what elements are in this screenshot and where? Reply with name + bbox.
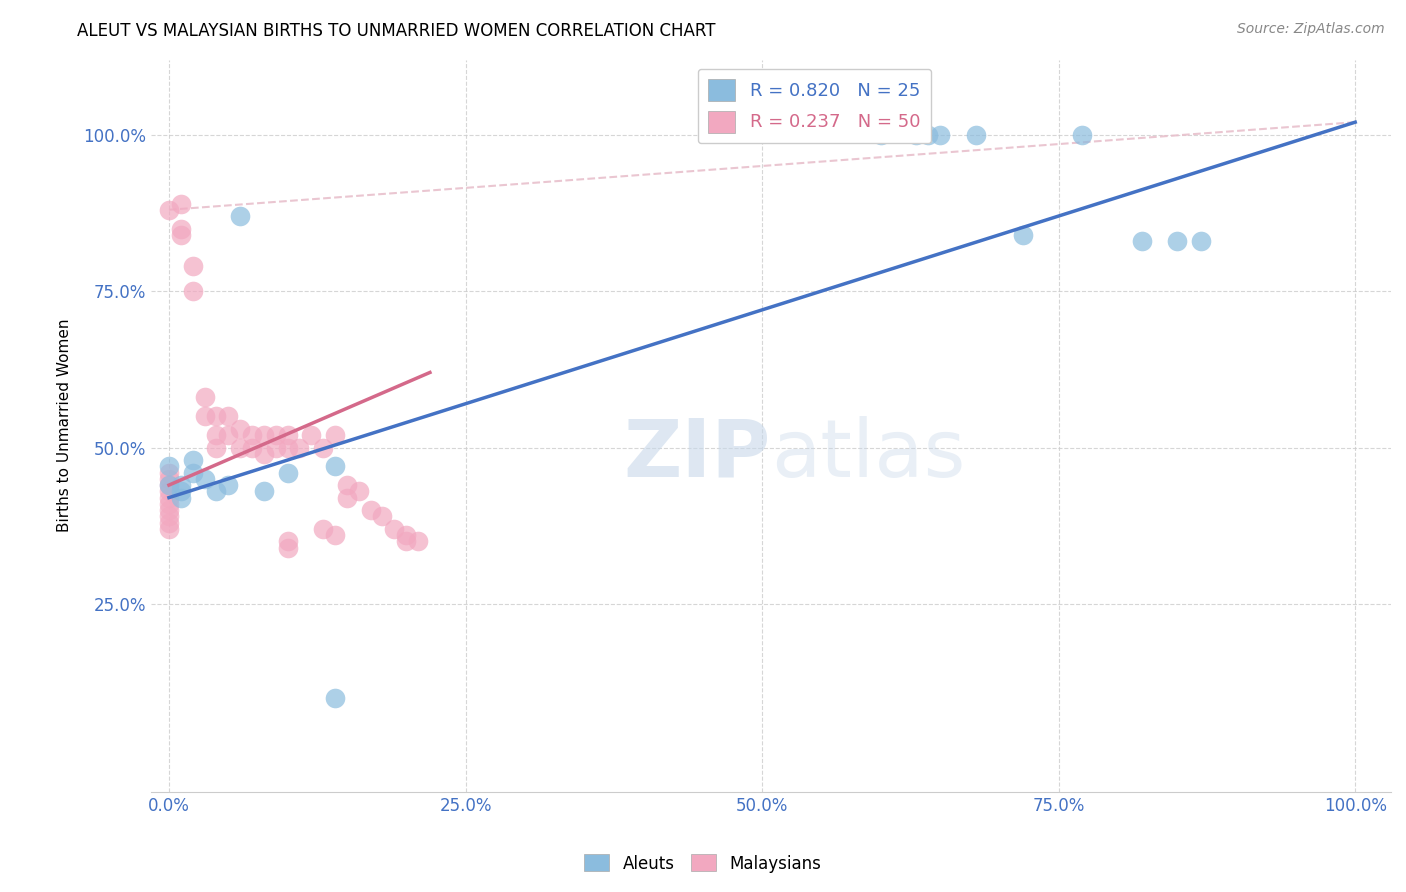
Point xyxy=(229,441,252,455)
Point xyxy=(253,484,276,499)
Point xyxy=(181,259,204,273)
Point xyxy=(157,472,180,486)
Point xyxy=(170,478,193,492)
Point xyxy=(181,466,204,480)
Point xyxy=(382,522,405,536)
Point xyxy=(157,466,180,480)
Point xyxy=(157,503,180,517)
Text: ALEUT VS MALAYSIAN BIRTHS TO UNMARRIED WOMEN CORRELATION CHART: ALEUT VS MALAYSIAN BIRTHS TO UNMARRIED W… xyxy=(77,22,716,40)
Point xyxy=(929,128,952,142)
Point xyxy=(205,409,228,424)
Point xyxy=(264,428,287,442)
Point xyxy=(1071,128,1094,142)
Point xyxy=(371,509,394,524)
Point xyxy=(157,478,180,492)
Point xyxy=(170,221,193,235)
Point xyxy=(406,534,429,549)
Point xyxy=(157,516,180,530)
Point xyxy=(917,128,939,142)
Point xyxy=(157,459,180,474)
Point xyxy=(1012,227,1035,242)
Point xyxy=(205,428,228,442)
Point xyxy=(1130,234,1153,248)
Point xyxy=(905,128,928,142)
Point xyxy=(323,428,346,442)
Point xyxy=(253,428,276,442)
Point xyxy=(336,491,359,505)
Point xyxy=(360,503,382,517)
Point xyxy=(395,534,418,549)
Point xyxy=(205,484,228,499)
Point xyxy=(323,690,346,705)
Point xyxy=(170,196,193,211)
Point xyxy=(157,484,180,499)
Point xyxy=(277,441,299,455)
Legend: Aleuts, Malaysians: Aleuts, Malaysians xyxy=(578,847,828,880)
Point xyxy=(217,428,239,442)
Point xyxy=(229,422,252,436)
Legend: R = 0.820   N = 25, R = 0.237   N = 50: R = 0.820 N = 25, R = 0.237 N = 50 xyxy=(697,69,931,144)
Point xyxy=(965,128,987,142)
Text: atlas: atlas xyxy=(770,416,966,494)
Point xyxy=(157,509,180,524)
Point xyxy=(229,209,252,223)
Point xyxy=(240,441,263,455)
Point xyxy=(347,484,370,499)
Point xyxy=(395,528,418,542)
Point xyxy=(1189,234,1212,248)
Text: Source: ZipAtlas.com: Source: ZipAtlas.com xyxy=(1237,22,1385,37)
Y-axis label: Births to Unmarried Women: Births to Unmarried Women xyxy=(58,319,72,533)
Point xyxy=(157,478,180,492)
Point xyxy=(277,541,299,555)
Point xyxy=(312,522,335,536)
Point xyxy=(253,447,276,461)
Point xyxy=(193,472,215,486)
Point xyxy=(157,491,180,505)
Point xyxy=(181,284,204,298)
Point xyxy=(1166,234,1188,248)
Point xyxy=(299,428,322,442)
Point xyxy=(312,441,335,455)
Point xyxy=(869,128,891,142)
Point xyxy=(181,453,204,467)
Point xyxy=(277,534,299,549)
Point xyxy=(217,478,239,492)
Point xyxy=(170,484,193,499)
Point xyxy=(277,466,299,480)
Point xyxy=(323,459,346,474)
Point xyxy=(240,428,263,442)
Point xyxy=(205,441,228,455)
Point xyxy=(264,441,287,455)
Point xyxy=(323,528,346,542)
Point xyxy=(157,522,180,536)
Point xyxy=(170,491,193,505)
Point xyxy=(170,227,193,242)
Point xyxy=(193,391,215,405)
Point xyxy=(336,478,359,492)
Point xyxy=(193,409,215,424)
Point xyxy=(288,441,311,455)
Point xyxy=(157,202,180,217)
Text: ZIP: ZIP xyxy=(624,416,770,494)
Point xyxy=(157,497,180,511)
Point xyxy=(217,409,239,424)
Point xyxy=(277,428,299,442)
